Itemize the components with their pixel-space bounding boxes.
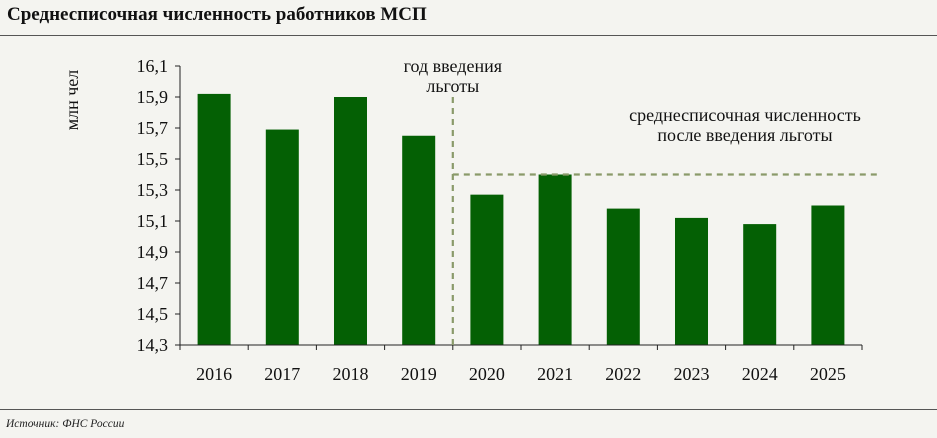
policy-year-label: льготы [426,76,479,96]
y-tick-label: 15,1 [137,211,169,231]
x-tick-label: 2023 [674,364,710,384]
y-tick-label: 14,7 [137,273,169,293]
y-tick-label: 15,5 [137,149,169,169]
chart-title: Среднесписочная численность работников М… [7,4,427,25]
bottom-divider [0,409,937,410]
y-tick-label: 15,7 [137,118,169,138]
x-tick-label: 2016 [196,364,232,384]
bar [538,174,572,345]
y-tick-label: 16,1 [137,56,169,76]
x-tick-label: 2019 [401,364,437,384]
bar [402,135,436,345]
bar-chart: 16,1 15,9 15,7 15,5 15,3 15,1 14,9 14,7 14,5 14,3… [62,56,877,384]
bar [334,97,367,345]
x-tick-label: 2021 [537,364,573,384]
bar [675,217,708,345]
bar [743,224,777,345]
x-tick-label: 2024 [742,364,778,384]
x-tick-label: 2025 [810,364,846,384]
top-divider [0,35,937,36]
y-tick-label: 14,9 [137,242,169,262]
y-axis-label: млн чел [62,70,82,131]
reference-line-label: после введения льготы [657,125,832,145]
bar [606,208,640,345]
source-note: Источник: ФНС России [6,418,125,430]
policy-year-label: год введения [404,56,502,76]
x-tick-label: 2022 [605,364,641,384]
bar [197,93,231,346]
bar [265,129,299,345]
bar [811,205,845,345]
y-tick-label: 14,5 [137,304,169,324]
y-tick-label: 14,3 [137,335,169,355]
reference-line-label: среднесписочная численность [629,105,861,125]
y-tick-label: 15,9 [137,87,169,107]
y-tick-label: 15,3 [137,180,169,200]
x-tick-label: 2017 [264,364,300,384]
x-tick-label: 2018 [333,364,369,384]
bar [470,194,504,345]
x-tick-label: 2020 [469,364,505,384]
